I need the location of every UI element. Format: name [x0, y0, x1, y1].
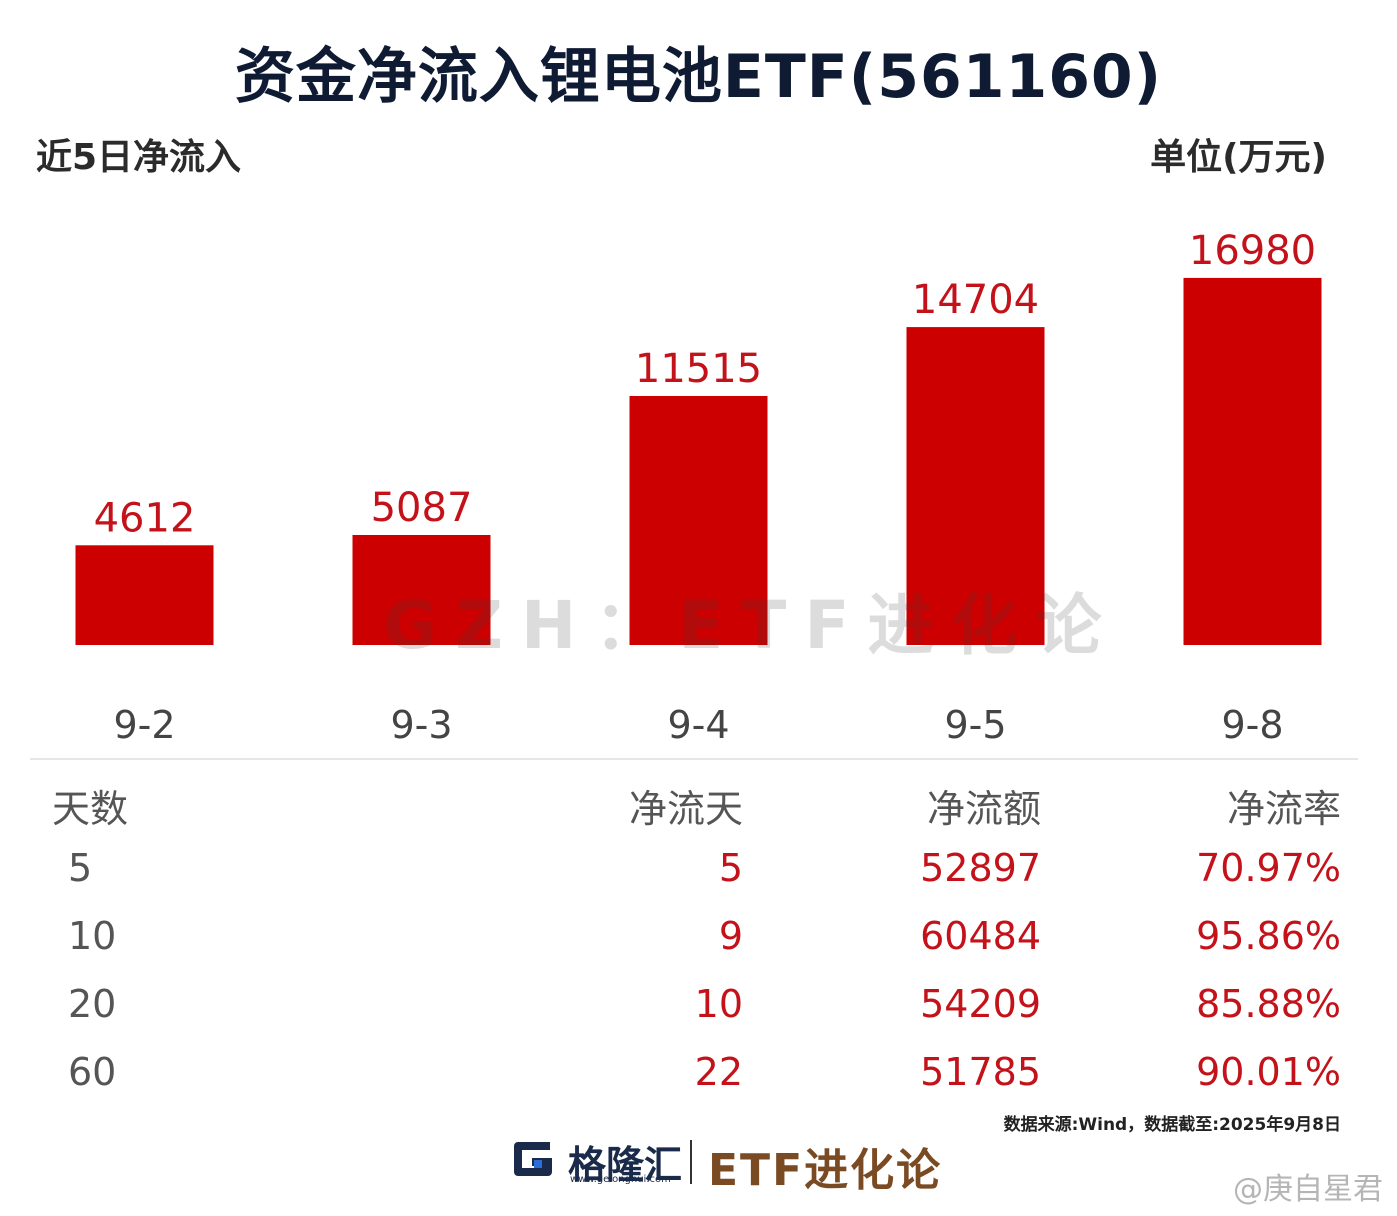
- x-tick-label: 9-3: [390, 703, 452, 747]
- x-tick-label: 9-4: [667, 703, 729, 747]
- row-net-amount: 52897: [920, 846, 1041, 890]
- divider: [30, 758, 1358, 760]
- header-days: 天数: [52, 787, 129, 831]
- table-row: 60 22 51785 90.01%: [0, 1050, 1397, 1110]
- bar-value-label: 16980: [1189, 228, 1316, 274]
- brand-name: ETF进化论: [708, 1145, 943, 1196]
- unit-label: 单位(万元): [1150, 137, 1327, 178]
- row-net-amount: 51785: [920, 1050, 1041, 1094]
- bar-9-3: [352, 535, 491, 645]
- bar-value-label: 5087: [371, 485, 473, 531]
- weibo-handle: @庚自星君: [1233, 1172, 1383, 1207]
- bar-value-label: 4612: [94, 495, 196, 541]
- x-tick-label: 9-8: [1221, 703, 1283, 747]
- header-net-rate: 净流率: [1226, 787, 1341, 831]
- table-row: 10 9 60484 95.86%: [0, 914, 1397, 974]
- watermark: GZH：ETF进化论: [383, 587, 1120, 664]
- table-row: 5 5 52897 70.97%: [0, 846, 1397, 906]
- chart-subtitle: 近5日净流入: [36, 137, 242, 178]
- row-net-rate: 90.01%: [1196, 1050, 1341, 1094]
- row-net-amount: 54209: [920, 982, 1041, 1026]
- row-net-days: 9: [718, 914, 743, 958]
- row-net-days: 10: [694, 982, 743, 1026]
- logo-name: 格隆汇: [568, 1143, 683, 1187]
- bar-value-label: 14704: [912, 277, 1039, 323]
- bar-9-4: [629, 396, 768, 645]
- row-net-amount: 60484: [920, 914, 1041, 958]
- table-row: 20 10 54209 85.88%: [0, 982, 1397, 1042]
- x-tick-label: 9-2: [113, 703, 175, 747]
- header-net-days: 净流天: [628, 787, 743, 831]
- row-days: 60: [68, 1050, 117, 1094]
- bar-9-2: [75, 545, 214, 645]
- row-net-days: 22: [694, 1050, 743, 1094]
- gelonghui-logo-icon: [514, 1142, 552, 1176]
- row-net-rate: 70.97%: [1196, 846, 1341, 890]
- row-net-days: 5: [718, 846, 743, 890]
- logo-url: www.gelonghui.com: [570, 1174, 671, 1185]
- logo-separator: [690, 1140, 692, 1184]
- table-header: 天数 净流天 净流额 净流率: [0, 778, 1397, 838]
- x-tick-label: 9-5: [944, 703, 1006, 747]
- bar-9-8: [1183, 277, 1322, 645]
- bar-chart: 4612 9-2 5087 9-3 11515 9-4 14704 9-5 16980 9-8: [75, 228, 1322, 747]
- row-days: 5: [68, 846, 93, 890]
- data-source: 数据来源:Wind，数据截至:2025年9月8日: [1003, 1115, 1341, 1135]
- header-net-amount: 净流额: [926, 787, 1041, 831]
- row-net-rate: 85.88%: [1196, 982, 1341, 1026]
- bar-9-5: [906, 327, 1045, 645]
- row-net-rate: 95.86%: [1196, 914, 1341, 958]
- row-days: 10: [68, 914, 117, 958]
- chart-title: 资金净流入锂电池ETF(561160): [234, 42, 1163, 112]
- row-days: 20: [68, 982, 117, 1026]
- bar-value-label: 11515: [635, 346, 762, 392]
